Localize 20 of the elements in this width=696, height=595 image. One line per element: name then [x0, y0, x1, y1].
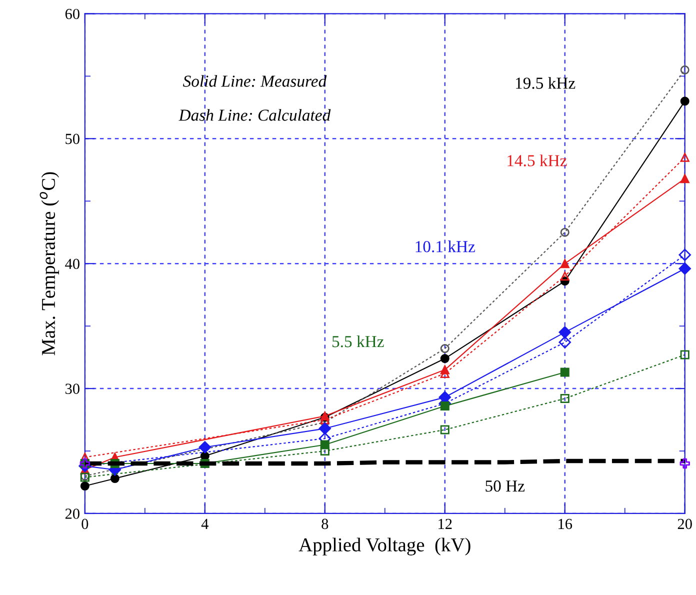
x-tick-label: 0 [82, 518, 88, 530]
annotation: 19.5 kHz [516, 77, 576, 89]
y-tick-label: 40 [65, 258, 80, 270]
y-tick-label: 30 [66, 384, 80, 394]
annotation: Solid Line: Measured [182, 75, 327, 87]
y-tick-label: 50 [66, 134, 80, 144]
annotation: 14.5 kHz [508, 154, 567, 166]
x-tick-label: 12 [438, 518, 452, 529]
annotation: Dash Line: Calculated [178, 109, 331, 121]
y-tick-label: 60 [65, 8, 80, 20]
x-tick-label: 20 [678, 518, 692, 530]
annotation: 10.1 kHz [416, 240, 475, 252]
y-tick-label: 20 [65, 508, 80, 519]
annotation: 50 Hz [486, 480, 525, 492]
annotation: 5.5 kHz [332, 335, 384, 348]
y-axis-title: Max. Temperature ($^{o}$C) [40, 172, 59, 356]
x-tick-label: 16 [558, 518, 572, 530]
x-tick-label: 4 [201, 518, 208, 529]
x-axis-title: Applied Voltage (kV) [298, 538, 470, 556]
x-tick-label: 8 [322, 518, 328, 530]
